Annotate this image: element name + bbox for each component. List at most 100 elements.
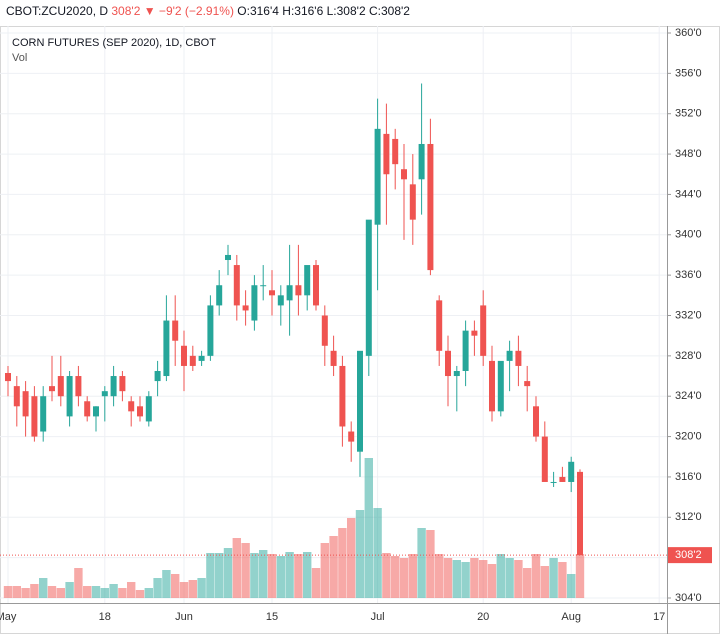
volume-bar [311,568,321,598]
candle-body [49,386,55,392]
last-price-label: 308'2 [675,549,702,561]
volume-bar [259,550,268,598]
volume-bar [135,590,145,598]
volume-bar [74,568,83,598]
volume-bar [408,554,417,598]
x-tick-label: 20 [477,611,489,623]
candle-body [313,265,319,306]
volume-bar [523,568,532,598]
volume-bar [470,558,479,598]
candle-body [348,431,355,442]
x-tick-label: 18 [99,611,111,623]
volume-bar [329,536,338,598]
candle-body [181,345,187,366]
y-tick-label: 312'0 [675,511,702,523]
x-tick-label: May [0,611,17,623]
volume-bar [276,556,285,598]
candle-body [541,436,548,482]
volume-bar [320,543,329,598]
volume-bar [241,543,250,598]
candle-body [13,386,20,407]
volume-bar [373,508,382,598]
candle-body [497,360,504,412]
x-tick-label: Jul [371,611,385,623]
volume-bar [452,560,461,598]
candle-body [260,285,267,287]
x-tick-label: 15 [266,611,278,623]
candle-body [321,315,328,346]
volume-bar [56,588,65,598]
candle-body [137,406,143,417]
y-tick-label: 348'0 [675,148,702,160]
candle-body [339,365,346,427]
volume-bar [285,552,294,598]
candle-body [286,285,293,301]
candle-body [383,133,390,175]
candle-body [418,143,425,180]
volume-bar [47,586,57,598]
volume-bar [250,553,259,598]
y-tick-label: 316'0 [675,471,702,483]
y-tick-label: 324'0 [675,390,702,402]
candle-body [295,285,302,296]
volume-bar [232,538,241,598]
candle-body [462,330,469,371]
candle-body [269,290,275,296]
candle-body [189,355,196,366]
volume-bar [206,553,215,598]
volume-bar [347,518,356,598]
volume-bar [12,586,21,598]
candle-body [304,265,311,296]
volume-bar [223,548,233,598]
candle-body [5,373,11,382]
volume-bar [197,578,206,598]
candle-body [110,376,117,397]
y-tick-label: 356'0 [675,67,702,79]
volume-bar [215,553,224,598]
volume-bar [144,588,153,598]
candle-body [225,254,231,261]
candle-body [57,376,64,397]
volume-bar [21,588,30,598]
ohlc-high: H:316'6 [282,4,324,18]
candle-body [365,219,372,356]
volume-bar [514,560,523,598]
candle-body [480,305,487,356]
volume-bar [153,578,162,598]
volume-bar [303,552,312,598]
y-tick-label: 360'0 [675,27,702,39]
candle-body [198,355,205,361]
y-tick-label: 344'0 [675,188,702,200]
candle-body [401,169,407,180]
volume-bar [575,554,585,598]
candle-body [445,350,451,377]
volume-bar [100,588,109,598]
symbol: CBOT:ZCU2020, D [6,4,109,18]
volume-bar [294,554,303,598]
candle-body [577,471,583,556]
candle-body [559,476,566,482]
candle-body [409,184,416,220]
volume-bar [417,528,426,598]
volume-bar [188,580,197,598]
volume-bar [364,458,373,598]
volume-bar [443,558,453,598]
candle-body [84,401,91,417]
chart-title: CORN FUTURES (SEP 2020), 1D, CBOT [12,37,216,49]
volume-bar [179,582,189,598]
candle-body [392,138,399,165]
volume-bar [531,554,541,598]
volume-bar [118,588,127,598]
candle-body [163,320,170,377]
symbol-header: CBOT:ZCU2020, D 308'2 ▼ −9'2 (−2.91%) O:… [6,4,410,18]
candle-body [374,128,381,225]
candle-body [242,305,249,311]
change: ▼ −9'2 (−2.91%) [143,4,234,18]
y-tick-label: 320'0 [675,430,702,442]
volume-bar [127,582,136,598]
volume-bar [39,578,48,598]
y-tick-label: 336'0 [675,269,702,281]
volume-bar [83,586,92,598]
candle-body [172,320,179,341]
